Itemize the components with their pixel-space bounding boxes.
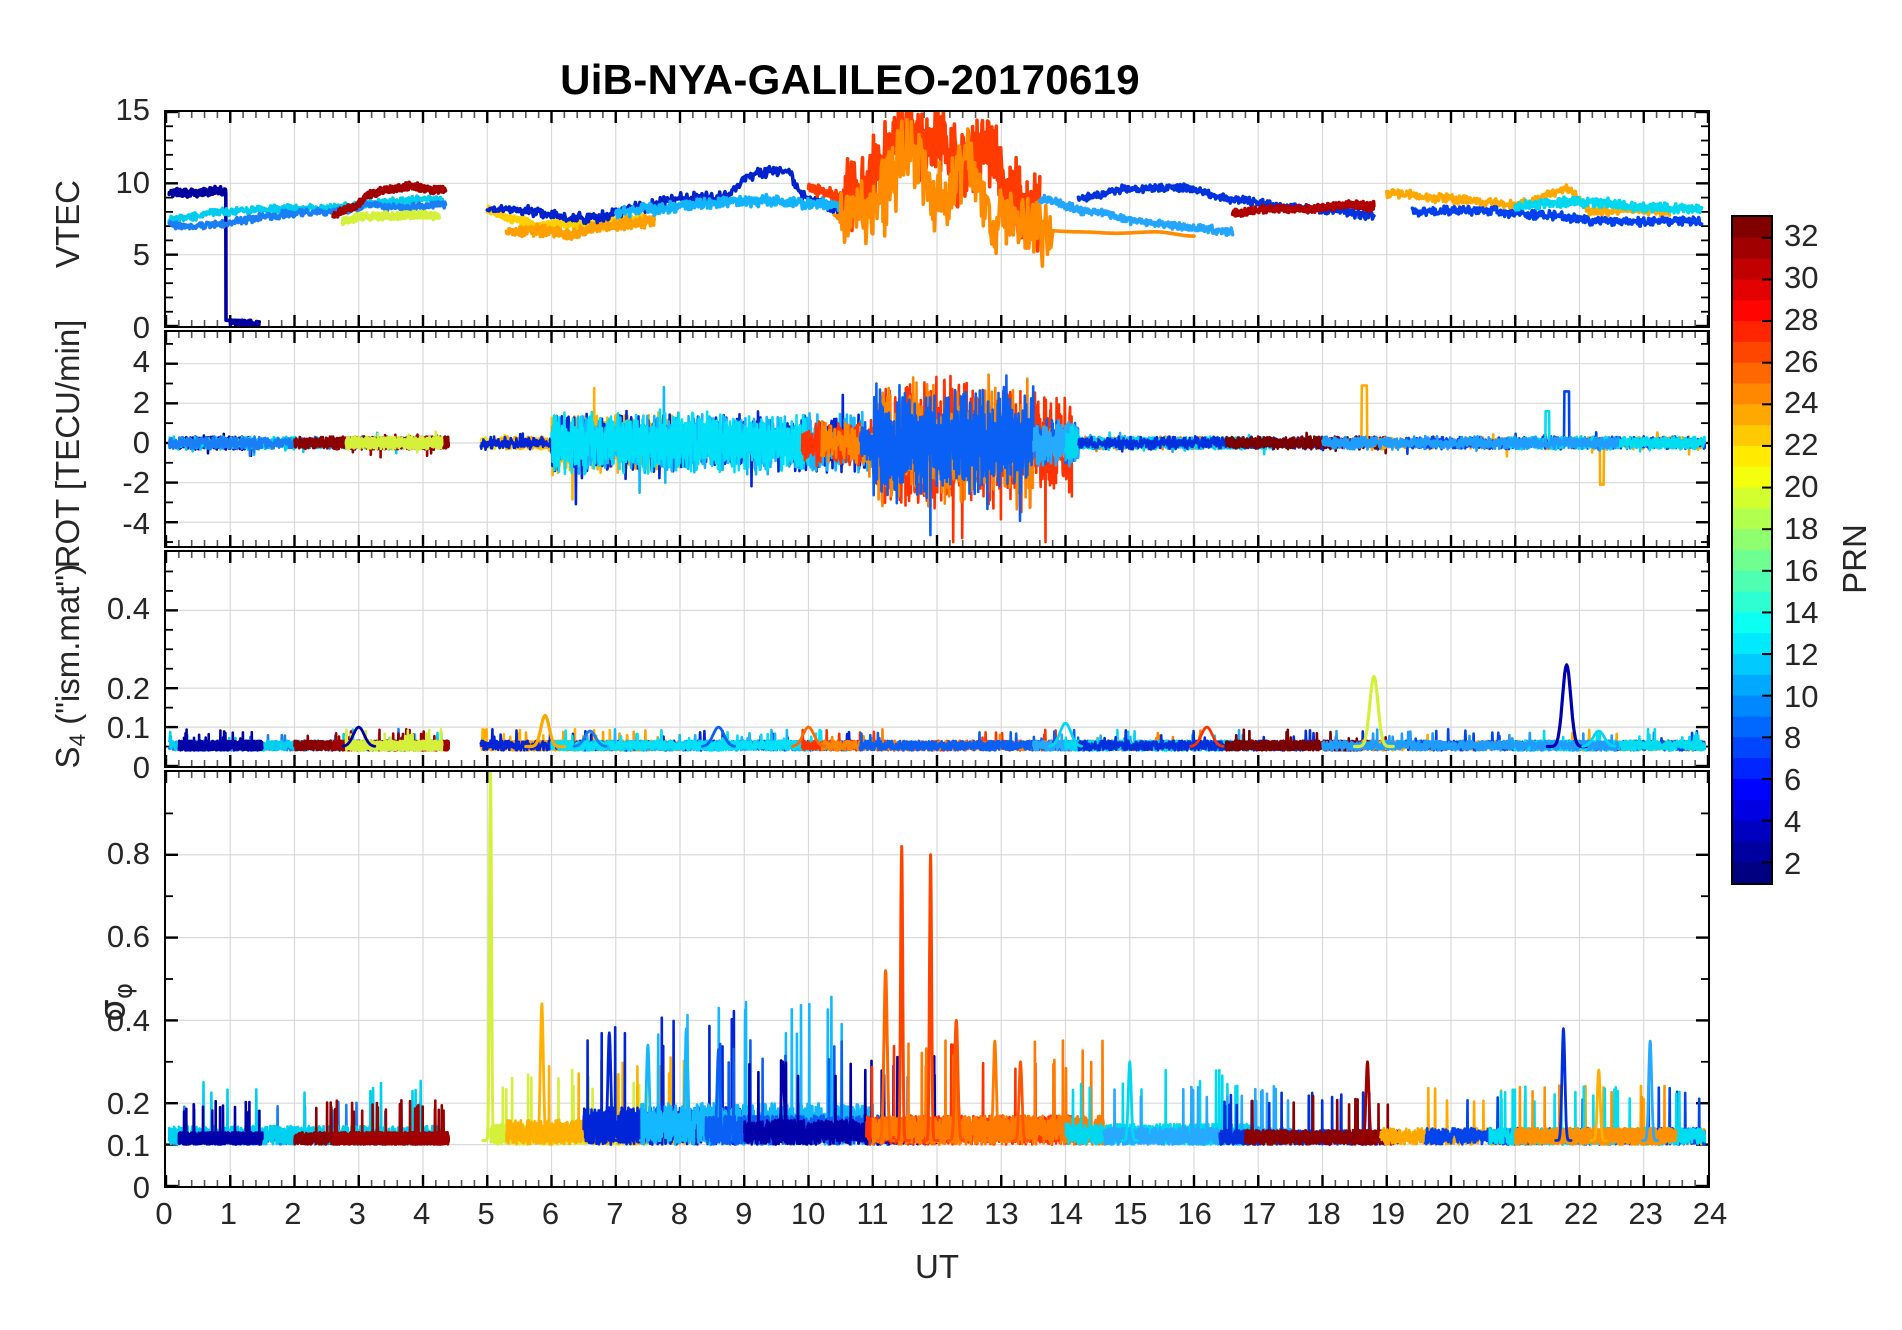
colorbar-tick-16: 16 [1784,552,1819,588]
colorbar-label: PRN [1836,524,1873,594]
colorbar-tick-10: 10 [1784,678,1819,714]
yticks-s4-0: 0 [132,750,150,785]
s4-plot-area [166,552,1708,766]
x-tick-17: 17 [1241,1196,1277,1231]
colorbar-tick-8: 8 [1784,720,1802,756]
yticks-vtec-0: 0 [132,310,150,345]
x-tick-21: 21 [1499,1196,1534,1231]
colorbar-tick-22: 22 [1784,427,1819,463]
colorbar-gradient [1733,217,1771,883]
x-tick-12: 12 [919,1196,955,1231]
yticks-rot-_2: -2 [122,465,150,501]
phi-subscript: φ [108,982,138,1000]
yticks-sigma-0_8: 0.8 [106,835,150,871]
panel-s4 [164,550,1710,768]
colorbar-tick-4: 4 [1784,804,1802,840]
yticks-vtec-10: 10 [115,164,150,200]
x-tick-16: 16 [1177,1196,1212,1231]
yticks-rot-0: 0 [132,425,150,461]
yticks-sigma-0_1: 0.1 [106,1128,150,1164]
x-tick-5: 5 [477,1196,495,1231]
x-tick-10: 10 [790,1196,826,1231]
x-tick-18: 18 [1306,1196,1341,1231]
x-tick-24: 24 [1692,1196,1728,1231]
yticks-sigma-0: 0 [132,1170,150,1205]
yticks-vtec-5: 5 [132,237,150,273]
colorbar-tick-20: 20 [1784,469,1819,505]
yticks-rot-4: 4 [132,344,150,380]
x-tick-22: 22 [1563,1196,1599,1231]
colorbar-tick-26: 26 [1784,343,1819,379]
x-tick-7: 7 [606,1196,624,1231]
x-tick-6: 6 [541,1196,560,1231]
yticks-sigma-0_2: 0.2 [106,1086,150,1122]
yticks-s4-0_1: 0.1 [106,710,150,746]
colorbar-tick-18: 18 [1784,511,1819,547]
colorbar-tick-2: 2 [1784,846,1802,882]
yticks-s4-0_2: 0.2 [106,670,150,706]
panel-sigma-phi [164,770,1710,1188]
colorbar-tick-30: 30 [1784,259,1819,295]
yticks-s4-0_4: 0.4 [106,591,150,627]
colorbar-tick-24: 24 [1784,385,1819,421]
x-tick-23: 23 [1628,1196,1663,1231]
panel-rot [164,330,1710,548]
x-tick-13: 13 [984,1196,1019,1231]
colorbar-tick-32: 32 [1784,217,1819,253]
sigma-phi-plot-area [166,772,1708,1186]
x-tick-2: 2 [284,1196,302,1231]
x-tick-9: 9 [735,1196,753,1231]
colorbar-tick-14: 14 [1784,594,1819,630]
vtec-plot-area [166,112,1708,326]
x-tick-0: 0 [155,1196,173,1231]
s4-axis-label-rest: ("ism.mat") [48,563,86,734]
yticks-sigma-0_4: 0.4 [106,1002,150,1038]
x-tick-20: 20 [1435,1196,1470,1231]
x-axis-label: UT [915,1248,959,1285]
colorbar-tick-28: 28 [1784,301,1819,337]
yticks-rot-_4: -4 [122,505,150,541]
colorbar-tick-6: 6 [1784,762,1802,798]
x-tick-3: 3 [348,1196,366,1231]
figure-title: UiB-NYA-GALILEO-20170619 [560,56,1140,103]
x-tick-1: 1 [219,1196,238,1231]
yticks-vtec-15: 15 [115,92,150,127]
yticks-rot-2: 2 [132,384,150,420]
yticks-sigma-0_6: 0.6 [106,919,150,955]
x-tick-8: 8 [670,1196,688,1231]
colorbar-tick-12: 12 [1784,636,1819,672]
x-tick-19: 19 [1370,1196,1406,1231]
colorbar[interactable] [1731,215,1773,885]
panel-vtec [164,110,1710,328]
x-tick-11: 11 [856,1196,889,1231]
rot-plot-area [166,332,1708,546]
x-tick-14: 14 [1048,1196,1084,1231]
x-tick-15: 15 [1113,1196,1148,1231]
x-tick-4: 4 [413,1196,431,1231]
